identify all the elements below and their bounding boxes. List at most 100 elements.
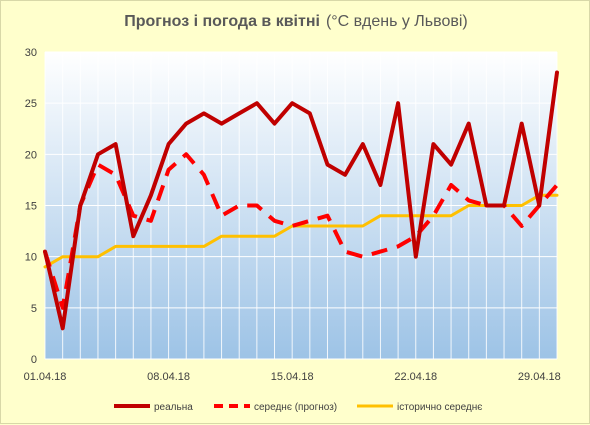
data-point xyxy=(362,225,364,227)
data-point xyxy=(185,122,187,124)
y-tick-label: 15 xyxy=(25,201,37,213)
series-line-1 xyxy=(43,152,559,310)
chart-title-row: Прогноз і погода в квітні (°C вдень у Льв… xyxy=(1,13,590,31)
data-point xyxy=(61,255,63,257)
data-point xyxy=(379,215,381,217)
data-point xyxy=(203,174,205,176)
data-point xyxy=(556,71,558,73)
data-point xyxy=(256,235,258,237)
data-point xyxy=(220,215,222,217)
data-point xyxy=(362,255,364,257)
x-tick-label: 29.04.18 xyxy=(518,371,561,383)
data-point xyxy=(379,184,381,186)
data-point xyxy=(468,122,470,124)
data-point xyxy=(450,184,452,186)
data-point xyxy=(97,255,99,257)
data-point xyxy=(291,102,293,104)
data-point xyxy=(238,235,240,237)
data-point xyxy=(132,235,134,237)
data-point xyxy=(415,255,417,257)
data-point xyxy=(132,245,134,247)
data-point xyxy=(450,163,452,165)
data-point xyxy=(468,199,470,201)
data-point xyxy=(520,122,522,124)
data-point xyxy=(309,220,311,222)
data-point xyxy=(150,194,152,196)
data-point xyxy=(114,174,116,176)
data-point xyxy=(556,194,558,196)
y-tick-label: 5 xyxy=(31,303,37,315)
data-point xyxy=(344,250,346,252)
data-point xyxy=(362,143,364,145)
x-tick-label: 08.04.18 xyxy=(147,371,190,383)
data-point xyxy=(291,225,293,227)
legend-label-0: реальна xyxy=(154,402,193,413)
data-point xyxy=(203,245,205,247)
data-point xyxy=(114,143,116,145)
data-point xyxy=(450,215,452,217)
data-point xyxy=(432,143,434,145)
series-line-2 xyxy=(43,193,559,269)
data-point xyxy=(167,245,169,247)
data-point xyxy=(485,204,487,206)
y-tick-label: 0 xyxy=(31,354,37,366)
data-point xyxy=(520,225,522,227)
data-point xyxy=(273,122,275,124)
data-point xyxy=(344,225,346,227)
data-point xyxy=(79,255,81,257)
data-point xyxy=(44,250,46,252)
data-point xyxy=(556,184,558,186)
y-tick-label: 25 xyxy=(25,98,37,110)
y-tick-label: 20 xyxy=(25,149,37,161)
x-tick-label: 15.04.18 xyxy=(271,371,314,383)
data-point xyxy=(185,245,187,247)
data-point xyxy=(44,266,46,268)
y-tick-label: 10 xyxy=(25,252,37,264)
data-point xyxy=(503,204,505,206)
data-point xyxy=(203,112,205,114)
data-point xyxy=(326,225,328,227)
data-point xyxy=(167,143,169,145)
data-point xyxy=(256,204,258,206)
data-point xyxy=(397,215,399,217)
x-tick-label: 22.04.18 xyxy=(394,371,437,383)
y-tick-label: 30 xyxy=(25,47,37,59)
data-point xyxy=(273,220,275,222)
data-point xyxy=(520,204,522,206)
data-point xyxy=(114,245,116,247)
data-point xyxy=(468,204,470,206)
data-point xyxy=(309,112,311,114)
chart-subtitle: (°C вдень у Львові) xyxy=(325,13,468,30)
data-point xyxy=(273,235,275,237)
data-point xyxy=(309,225,311,227)
data-point xyxy=(344,174,346,176)
data-point xyxy=(185,153,187,155)
legend-label-1: середнє (прогноз) xyxy=(254,402,337,413)
data-point xyxy=(238,204,240,206)
legend-label-2: історично середнє xyxy=(397,402,482,413)
chart-title: Прогноз і погода в квітні xyxy=(124,13,320,30)
data-point xyxy=(167,168,169,170)
data-point xyxy=(432,215,434,217)
data-point xyxy=(379,250,381,252)
data-point xyxy=(256,102,258,104)
data-point xyxy=(61,327,63,329)
data-point xyxy=(397,245,399,247)
data-point xyxy=(415,215,417,217)
x-tick-label: 01.04.18 xyxy=(24,371,67,383)
data-point xyxy=(220,122,222,124)
data-point xyxy=(97,153,99,155)
data-point xyxy=(79,204,81,206)
data-point xyxy=(397,102,399,104)
data-point xyxy=(326,215,328,217)
data-point xyxy=(326,163,328,165)
data-point xyxy=(132,215,134,217)
data-point xyxy=(150,220,152,222)
data-point xyxy=(220,235,222,237)
data-point xyxy=(150,245,152,247)
data-point xyxy=(538,204,540,206)
data-point xyxy=(238,112,240,114)
series-line-0 xyxy=(43,70,559,331)
